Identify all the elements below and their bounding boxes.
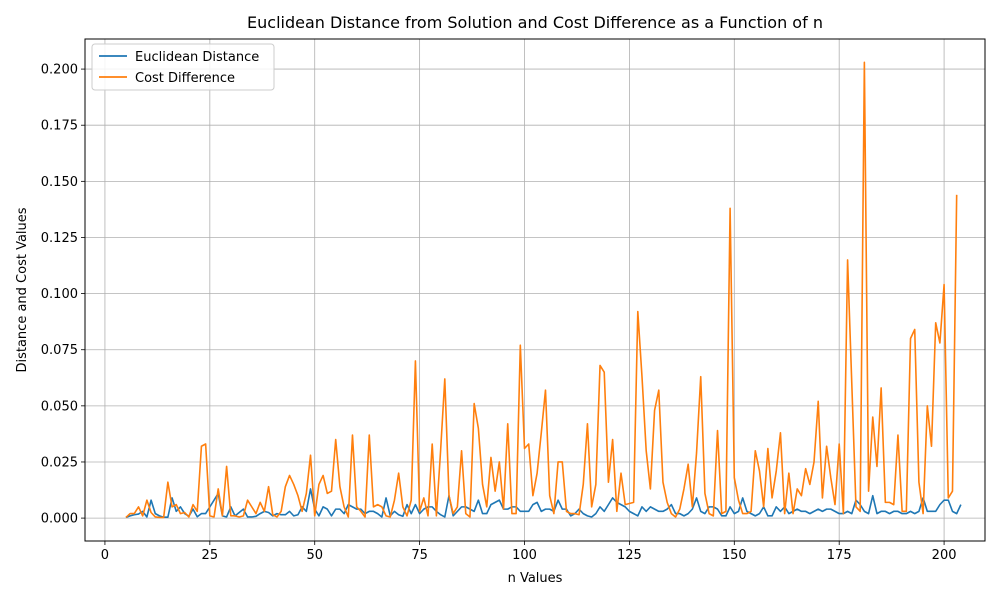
y-tick-label: 0.000 [41, 512, 78, 527]
y-tick-label: 0.025 [41, 455, 78, 470]
x-tick-label: 25 [202, 548, 219, 563]
y-tick-label: 0.075 [41, 343, 78, 358]
chart-title: Euclidean Distance from Solution and Cos… [247, 13, 823, 32]
y-tick-label: 0.100 [41, 287, 78, 302]
series-lines [125, 61, 962, 519]
legend-box [91, 43, 275, 91]
legend-label-cost-difference: Cost Difference [135, 71, 235, 86]
x-tick-label: 175 [827, 548, 852, 563]
x-axis: 0 25 50 75 100 125 150 175 200 [101, 541, 957, 563]
series-line-cost-difference [125, 61, 958, 519]
plot-frame [84, 38, 986, 542]
x-tick-label: 150 [722, 548, 747, 563]
x-tick-label: 50 [306, 548, 323, 563]
legend: Euclidean Distance Cost Difference [91, 43, 275, 91]
y-tick-label: 0.150 [41, 175, 78, 190]
x-tick-label: 0 [101, 548, 109, 563]
legend-label-euclidean-distance: Euclidean Distance [135, 50, 259, 65]
y-tick-label: 0.125 [41, 231, 78, 246]
y-axis: 0.000 0.025 0.050 0.075 0.100 0.125 0.150 0.175… [41, 63, 85, 527]
x-tick-label: 200 [932, 548, 957, 563]
x-axis-label: n Values [508, 571, 563, 586]
y-tick-label: 0.050 [41, 399, 78, 414]
y-axis-label: Distance and Cost Values [15, 207, 30, 372]
x-tick-label: 100 [512, 548, 537, 563]
x-tick-label: 75 [411, 548, 428, 563]
grid-lines [85, 39, 985, 541]
y-tick-label: 0.175 [41, 119, 78, 134]
y-tick-label: 0.200 [41, 63, 78, 78]
x-tick-label: 125 [617, 548, 642, 563]
